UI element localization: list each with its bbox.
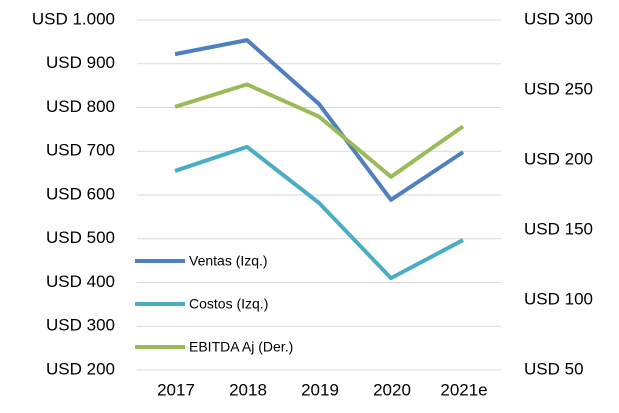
y-tick-label: USD 400 <box>46 272 115 291</box>
legend-label: Costos (Izq.) <box>189 296 268 312</box>
x-tick-label: 2017 <box>157 380 195 399</box>
y-tick-label: USD 600 <box>46 184 115 203</box>
y2-tick-label: USD 50 <box>524 359 584 378</box>
y2-tick-label: USD 300 <box>524 9 593 28</box>
y-tick-label: USD 300 <box>46 316 115 335</box>
series-line <box>174 82 465 179</box>
y-tick-label: USD 700 <box>46 141 115 160</box>
y-tick-label: USD 800 <box>46 97 115 116</box>
y-tick-label: USD 200 <box>46 359 115 378</box>
legend-label: Ventas (Izq.) <box>189 253 268 269</box>
y2-tick-label: USD 250 <box>524 79 593 98</box>
y2-tick-label: USD 150 <box>524 219 593 238</box>
y2-tick-label: USD 200 <box>524 149 593 168</box>
series-line <box>174 38 465 202</box>
x-tick-label: 2020 <box>373 380 411 399</box>
x-tick-label: 2021e <box>440 380 487 399</box>
y-tick-label: USD 900 <box>46 53 115 72</box>
series-line <box>174 144 464 281</box>
y-tick-label: USD 1.000 <box>32 9 115 28</box>
x-tick-label: 2019 <box>301 380 339 399</box>
legend-label: EBITDA Aj (Der.) <box>189 339 293 355</box>
x-tick-label: 2018 <box>229 380 267 399</box>
y2-tick-label: USD 100 <box>524 289 593 308</box>
y-tick-label: USD 500 <box>46 228 115 247</box>
